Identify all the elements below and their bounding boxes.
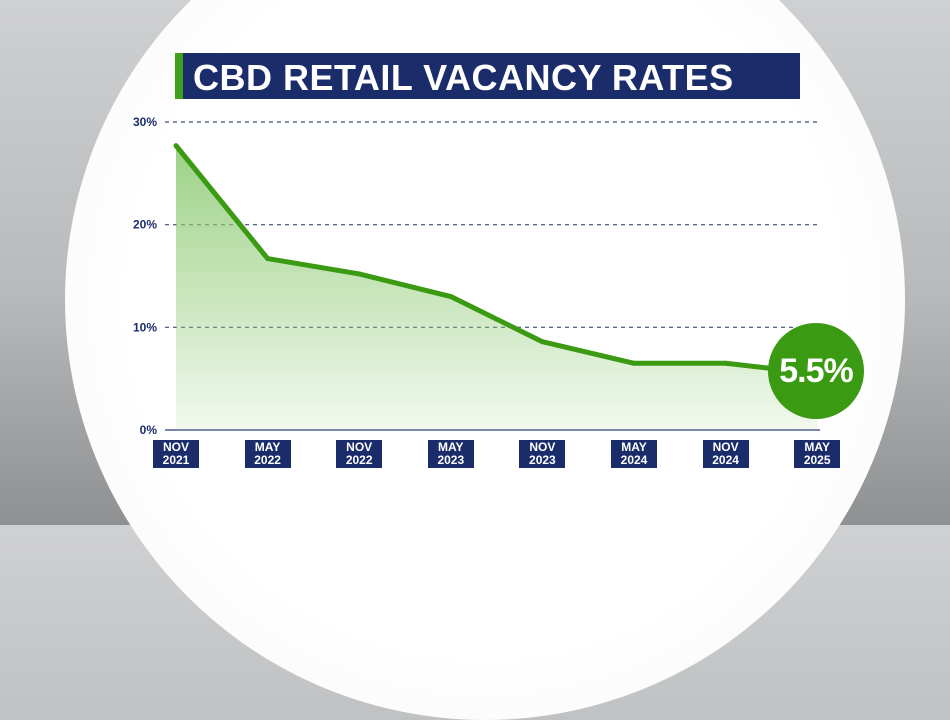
series-line bbox=[174, 144, 818, 377]
data-point bbox=[631, 360, 637, 366]
chart-plot: 0% 10% 20% 30% bbox=[133, 115, 820, 437]
x-tick-label: MAY 2022 bbox=[244, 440, 291, 468]
chart-title: CBD RETAIL VACANCY RATES bbox=[193, 57, 734, 98]
y-tick-label: 20% bbox=[133, 218, 157, 232]
y-tick-label: 0% bbox=[140, 423, 158, 437]
x-tick-year: 2025 bbox=[803, 453, 831, 467]
current-value-badge: 5.5% bbox=[768, 323, 864, 419]
x-tick-label: MAY 2023 bbox=[427, 440, 474, 468]
x-tick-year: 2024 bbox=[620, 453, 648, 467]
chart-title-banner: CBD RETAIL VACANCY RATES bbox=[175, 53, 800, 99]
x-tick-month: NOV bbox=[162, 440, 189, 454]
x-tick-year: 2022 bbox=[345, 453, 373, 467]
x-tick-label: MAY 2024 bbox=[611, 440, 657, 468]
x-tick-year: 2024 bbox=[712, 453, 739, 467]
x-tick-label: NOV 2023 bbox=[519, 440, 566, 468]
x-tick-label: NOV 2024 bbox=[702, 440, 749, 468]
data-point bbox=[173, 143, 179, 149]
x-tick-month: NOV bbox=[712, 440, 739, 454]
y-tick-label: 10% bbox=[133, 320, 157, 334]
x-tick-year: 2021 bbox=[162, 453, 190, 467]
title-accent-stripe bbox=[175, 53, 183, 99]
data-point bbox=[356, 271, 362, 277]
x-tick-year: 2023 bbox=[437, 453, 465, 467]
data-point bbox=[448, 294, 454, 300]
x-tick-month: MAY bbox=[804, 440, 830, 454]
x-tick-month: NOV bbox=[529, 440, 556, 454]
area-fill bbox=[176, 145, 818, 430]
x-tick-month: MAY bbox=[254, 440, 281, 454]
x-tick-month: MAY bbox=[621, 440, 647, 454]
data-point bbox=[539, 339, 545, 345]
x-tick-year: 2022 bbox=[254, 453, 281, 467]
y-tick-label: 30% bbox=[133, 115, 157, 129]
x-tick-year: 2023 bbox=[529, 453, 556, 467]
x-tick-label: MAY 2025 bbox=[794, 440, 841, 468]
x-tick-month: NOV bbox=[346, 440, 373, 454]
x-tick-month: MAY bbox=[438, 440, 464, 454]
x-tick-label: NOV 2022 bbox=[336, 440, 383, 468]
data-point bbox=[723, 360, 729, 366]
x-tick-label: NOV 2021 bbox=[153, 440, 199, 468]
data-point bbox=[265, 256, 271, 262]
